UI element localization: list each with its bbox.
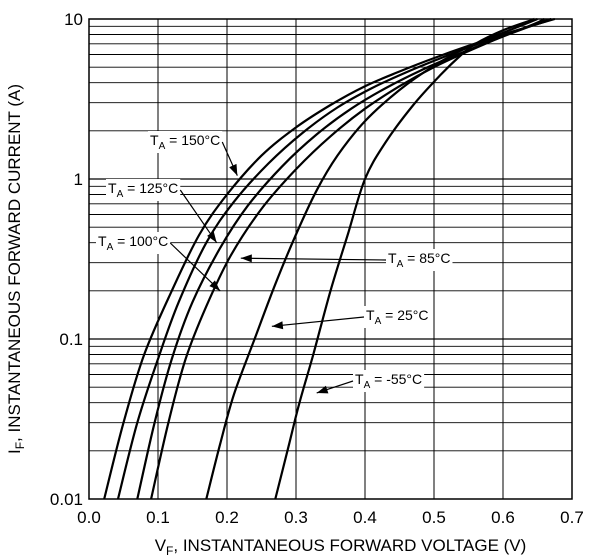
annotation-arrowhead (209, 280, 221, 291)
y-tick-label: 10 (64, 10, 83, 29)
x-tick-label: 0.7 (560, 508, 584, 527)
annotation-3: TA = 85°C (240, 249, 453, 271)
x-tick-label: 0.1 (146, 508, 170, 527)
annotation-label: TA = 25°C (366, 307, 428, 327)
x-tick-label: 0.3 (284, 508, 308, 527)
annotation-label-bg (148, 131, 223, 153)
annotation-arrowhead (240, 254, 252, 263)
annotation-label-bg (364, 306, 431, 328)
annotation-arrowhead (316, 385, 329, 394)
annotation-label: TA = 150°C (150, 132, 220, 152)
x-tick-labels: 0.0 0.1 0.2 0.3 0.4 0.5 0.6 0.7 (77, 508, 584, 527)
x-tick-label: 0.4 (353, 508, 377, 527)
annotation-label: TA = -55°C (355, 371, 422, 391)
y-axis-label: IF, INSTANTANEOUS FORWARD CURRENT (A) (5, 84, 27, 454)
annotation-1: TA = 125°C (106, 179, 218, 244)
curves (103, 17, 556, 500)
annotation-arrowhead (207, 231, 217, 243)
annotation-0: TA = 150°C (148, 131, 238, 176)
annotation-arrowhead (229, 163, 238, 176)
annotation-label: TA = 125°C (108, 180, 178, 200)
annotation-label-bg (96, 232, 171, 254)
plot-frame (88, 18, 573, 500)
annotation-4: TA = 25°C (271, 306, 431, 330)
annotation-arrowhead (271, 321, 284, 330)
annotations: TA = 150°C TA = 125°C TA = 100°C TA = 85°C T… (96, 131, 453, 394)
x-tick-label: 0.5 (422, 508, 446, 527)
x-tick-label: 0.0 (77, 508, 101, 527)
x-tick-label: 0.6 (491, 508, 515, 527)
x-axis-label: VF, INSTANTANEOUS FORWARD VOLTAGE (V) (155, 536, 527, 558)
series-line-3 (150, 18, 545, 500)
series-line-5 (274, 17, 536, 500)
y-tick-label: 1 (74, 170, 83, 189)
y-tick-label: 0.1 (59, 330, 83, 349)
annotation-leader (169, 242, 221, 292)
y-tick-label: 0.01 (50, 490, 83, 509)
annotation-label: TA = 85°C (388, 250, 450, 270)
series-line-4 (205, 17, 538, 500)
annotation-label: TA = 100°C (98, 233, 168, 253)
annotation-5: TA = -55°C (316, 370, 425, 394)
y-tick-labels: 0.01 0.1 1 10 (50, 10, 83, 509)
annotation-leader (240, 257, 387, 261)
x-tick-label: 0.2 (215, 508, 239, 527)
annotation-label-bg (106, 179, 181, 201)
annotation-label-bg (386, 249, 453, 271)
series-line-1 (116, 17, 552, 500)
annotation-leader (271, 316, 365, 327)
annotation-2: TA = 100°C (96, 232, 221, 292)
annotation-label-bg (353, 370, 425, 392)
